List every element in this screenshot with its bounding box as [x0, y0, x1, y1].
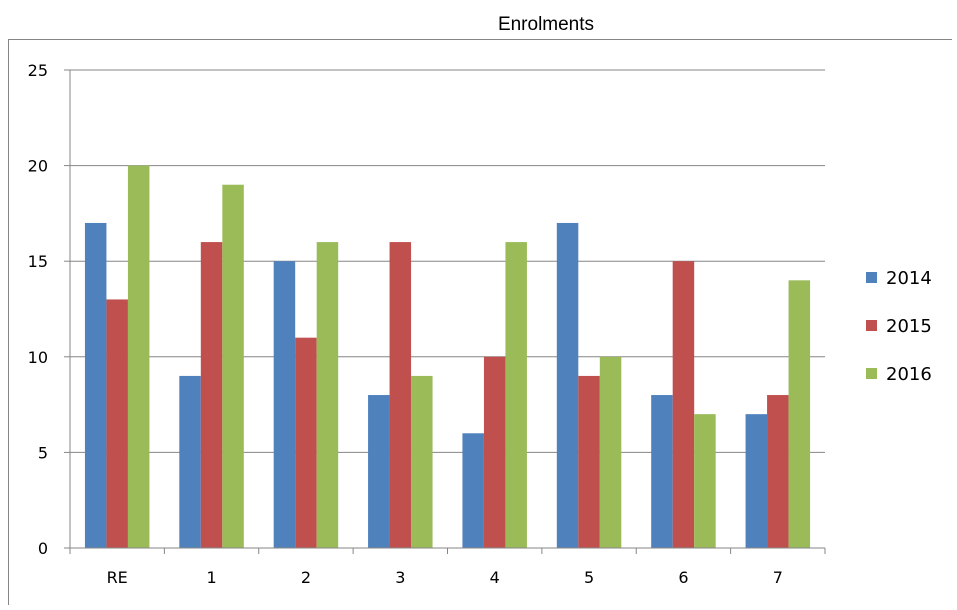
bar-2015-4	[483, 356, 506, 548]
legend-label: 2016	[886, 364, 932, 385]
bar-2014-7	[745, 414, 768, 548]
legend: 2014 2015 2016	[866, 268, 932, 385]
x-tick-label: 3	[395, 568, 405, 587]
legend-label: 2015	[886, 316, 932, 337]
bar-2016-3	[411, 375, 433, 548]
bar-2014-5	[556, 222, 579, 548]
bar-2015-5	[578, 375, 600, 548]
bar-2015-2	[295, 337, 317, 548]
y-tick-label: 25	[28, 61, 48, 80]
y-tick-labels: 0 5 10 15 20 25	[28, 61, 70, 558]
bar-2016-1	[222, 184, 244, 548]
bar-2014-RE	[84, 222, 107, 548]
legend-label: 2014	[886, 268, 932, 289]
bar-2014-2	[273, 261, 296, 548]
chart-frame	[8, 39, 952, 605]
y-tick-label: 20	[28, 157, 48, 176]
legend-swatch-2015	[866, 320, 877, 331]
bars	[84, 165, 811, 548]
x-tick-label: 4	[490, 568, 500, 587]
bar-2015-RE	[106, 299, 128, 548]
y-tick-label: 15	[28, 252, 48, 271]
x-tick-label: 5	[584, 568, 594, 587]
bar-2015-1	[200, 242, 223, 548]
axes	[69, 70, 826, 554]
bar-2016-5	[599, 356, 622, 548]
bar-2015-7	[767, 395, 789, 548]
chart-title: Enrolments	[497, 14, 595, 35]
bar-2016-7	[788, 280, 811, 548]
x-tick-label: 1	[206, 568, 216, 587]
x-tick-label: 2	[301, 568, 311, 587]
bar-2016-2	[316, 242, 339, 548]
bar-2016-6	[694, 414, 716, 548]
bar-2014-1	[179, 375, 201, 548]
y-tick-label: 0	[38, 539, 48, 558]
bar-2015-6	[672, 261, 695, 548]
legend-swatch-2016	[866, 368, 877, 379]
bar-2016-RE	[127, 165, 150, 548]
y-tick-label: 10	[28, 348, 48, 367]
x-tick-label: 7	[773, 568, 783, 587]
bar-2014-4	[462, 433, 484, 548]
legend-swatch-2014	[866, 272, 877, 283]
x-tick-labels: RE 1 2 3 4 5 6 7	[107, 568, 783, 587]
bar-2014-6	[651, 395, 673, 548]
x-tick-label: RE	[107, 568, 128, 587]
bar-2014-3	[368, 395, 390, 548]
x-tick-label: 6	[678, 568, 688, 587]
y-tick-label: 5	[38, 443, 48, 462]
bar-2015-3	[389, 242, 412, 548]
bar-2016-4	[505, 242, 527, 548]
